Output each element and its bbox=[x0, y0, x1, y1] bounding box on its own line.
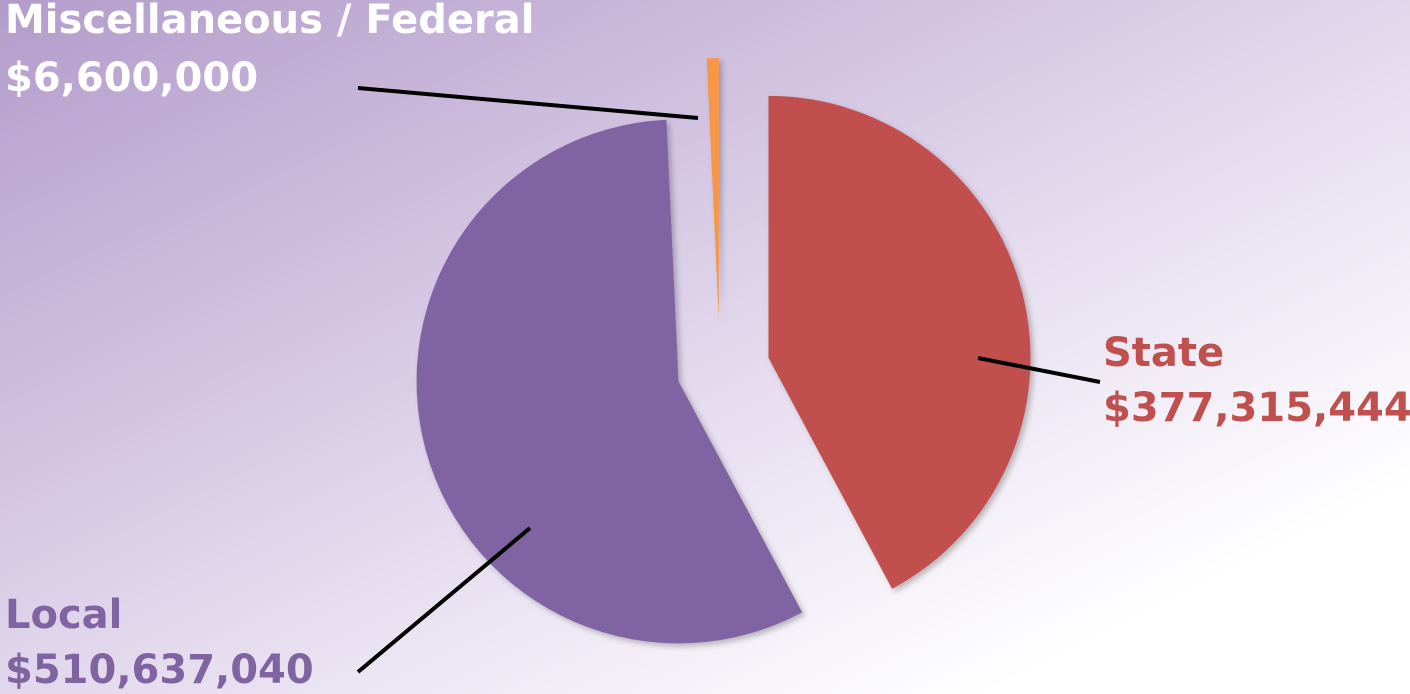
leader-line bbox=[357, 86, 699, 120]
slice-label: State bbox=[1103, 330, 1224, 376]
pie-slice bbox=[706, 58, 719, 321]
value-label: $377,315,444 bbox=[1103, 385, 1410, 431]
leader-line bbox=[977, 356, 1101, 384]
slice-label: Miscellaneous / Federal bbox=[5, 0, 534, 43]
pie-slice bbox=[768, 95, 1031, 589]
leader-line bbox=[356, 526, 532, 674]
value-label: $510,637,040 bbox=[5, 647, 314, 693]
pie bbox=[416, 58, 1031, 644]
value-label: $6,600,000 bbox=[5, 55, 258, 101]
slice-label: Local bbox=[5, 592, 122, 638]
pie-slice bbox=[416, 119, 803, 644]
